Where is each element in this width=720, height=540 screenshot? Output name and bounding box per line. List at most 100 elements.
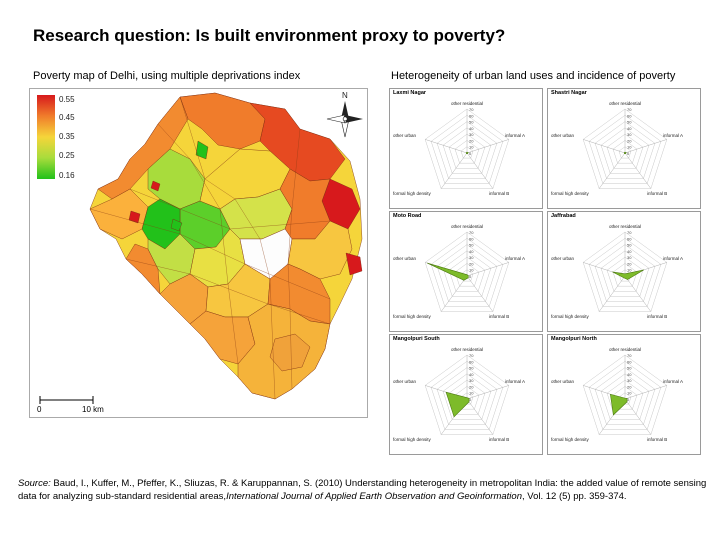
radar-ring-label: 50 <box>469 120 474 125</box>
scale-bar: 0 10 km <box>37 396 104 414</box>
radar-grid-ring <box>448 379 486 415</box>
radar-grid-ring <box>582 354 668 435</box>
radar-axis-label: formal high density <box>393 314 431 319</box>
radar-axis-label: other residential <box>609 347 642 352</box>
radar-spoke <box>466 152 494 189</box>
radar-ring-label: 10 <box>469 145 474 150</box>
radar-ring-label: 40 <box>469 249 474 254</box>
radar-grid-ring <box>424 231 510 312</box>
radar-ring-label: 60 <box>469 113 474 118</box>
radar-ring-label: 0 <box>469 274 472 279</box>
ward-boundaries <box>89 96 331 400</box>
radar-axis-label: other residential <box>451 347 484 352</box>
radar-spoke <box>624 152 652 189</box>
radar-ring-label: 20 <box>627 261 632 266</box>
radar-axis-label: informal B <box>647 314 668 319</box>
radar-ring-label: 70 <box>469 230 474 235</box>
radar-grid-ring <box>600 373 650 420</box>
radar-spoke <box>440 275 468 312</box>
legend-value: 0.45 <box>59 113 75 122</box>
radar-grid-ring <box>442 250 492 297</box>
radar-spoke <box>598 152 626 189</box>
radar-grid-ring <box>424 354 510 435</box>
radar-axis-label: other urban <box>551 256 575 261</box>
radar-data-area <box>445 391 470 418</box>
radar-ring-label: 30 <box>627 378 632 383</box>
radar-axis-label: informal B <box>647 191 668 196</box>
radar-ring-label: 20 <box>469 384 474 389</box>
radar-ring-label: 10 <box>627 268 632 273</box>
radar-ring-label: 50 <box>627 366 632 371</box>
radar-grid-ring <box>454 140 480 164</box>
radar-data-area <box>623 151 627 155</box>
radar-grid-ring <box>606 379 644 415</box>
radar-ring-label: 50 <box>469 243 474 248</box>
radar-ring-label: 50 <box>627 120 632 125</box>
radar-ring-label: 40 <box>627 249 632 254</box>
source-journal: International Journal of Applied Earth O… <box>226 490 522 502</box>
radar-ring-label: 0 <box>469 397 472 402</box>
legend-value: 0.55 <box>59 95 75 104</box>
radar-grid-ring <box>436 121 498 179</box>
radar-ring-label: 30 <box>469 378 474 383</box>
radar-grid-ring <box>582 108 668 189</box>
radar-axis-label: informal A <box>505 379 526 384</box>
radar-ring-label: 60 <box>627 113 632 118</box>
radar-ring-label: 60 <box>469 359 474 364</box>
radar-axis-label: informal A <box>663 133 684 138</box>
radar-grid-ring <box>442 127 492 174</box>
radar-cell-title: Mangolpuri South <box>393 336 440 342</box>
radar-grid-ring <box>460 146 474 159</box>
radar-spoke <box>466 385 509 400</box>
radar-spoke <box>466 398 494 435</box>
radar-ring-label: 60 <box>627 359 632 364</box>
radar-ring-label: 0 <box>627 397 630 402</box>
radar-chart-cell: 70 60 50 40 30 20 10 0 Mangolpuri North other res… <box>547 334 701 455</box>
radar-axis-label: formal high density <box>551 314 589 319</box>
radar-data-area <box>609 393 628 416</box>
radar-chart-cell: 70 60 50 40 30 20 10 0 Shastri Nagar other reside… <box>547 88 701 209</box>
radar-axis-label: other residential <box>609 101 642 106</box>
legend-value: 0.25 <box>59 151 75 160</box>
radar-ring-label: 40 <box>627 126 632 131</box>
radar-grid-ring <box>448 133 486 169</box>
radar-grid-ring <box>600 127 650 174</box>
radar-ring-label: 30 <box>627 255 632 260</box>
radar-spoke <box>583 139 626 154</box>
radar-grid-ring <box>448 256 486 292</box>
radar-grid-ring <box>594 121 656 179</box>
radar-grid-ring <box>430 360 504 430</box>
radar-ring-label: 20 <box>469 138 474 143</box>
source-label: Source: <box>18 478 51 489</box>
radar-spoke <box>598 275 626 312</box>
radar-axis-label: informal A <box>663 256 684 261</box>
radar-ring-label: 30 <box>627 132 632 137</box>
radar-spoke <box>425 139 468 154</box>
radar-ring-label: 50 <box>469 366 474 371</box>
radar-axis-label: informal A <box>663 379 684 384</box>
radar-ring-label: 10 <box>469 268 474 273</box>
radar-axis-label: other residential <box>609 224 642 229</box>
radar-grid-ring <box>430 114 504 184</box>
radar-spoke <box>624 385 667 400</box>
radar-ring-label: 10 <box>627 145 632 150</box>
radar-grid-ring <box>600 250 650 297</box>
radar-ring-label: 70 <box>627 230 632 235</box>
radar-axis-label: other residential <box>451 224 484 229</box>
radar-ring-label: 50 <box>627 243 632 248</box>
radar-grid-ring <box>582 231 668 312</box>
radar-grid-ring <box>436 367 498 425</box>
radar-axis-label: informal B <box>489 437 510 442</box>
radar-ring-label: 30 <box>469 255 474 260</box>
radar-ring-label: 40 <box>627 372 632 377</box>
radar-ring-label: 60 <box>627 236 632 241</box>
radar-data-area <box>465 151 469 155</box>
map-heading: Poverty map of Delhi, using multiple dep… <box>33 70 301 82</box>
radar-spoke <box>624 398 652 435</box>
radar-spoke <box>466 262 509 277</box>
radar-grid-ring <box>588 360 662 430</box>
radar-grid-ring <box>606 133 644 169</box>
radar-axis-label: informal B <box>489 314 510 319</box>
